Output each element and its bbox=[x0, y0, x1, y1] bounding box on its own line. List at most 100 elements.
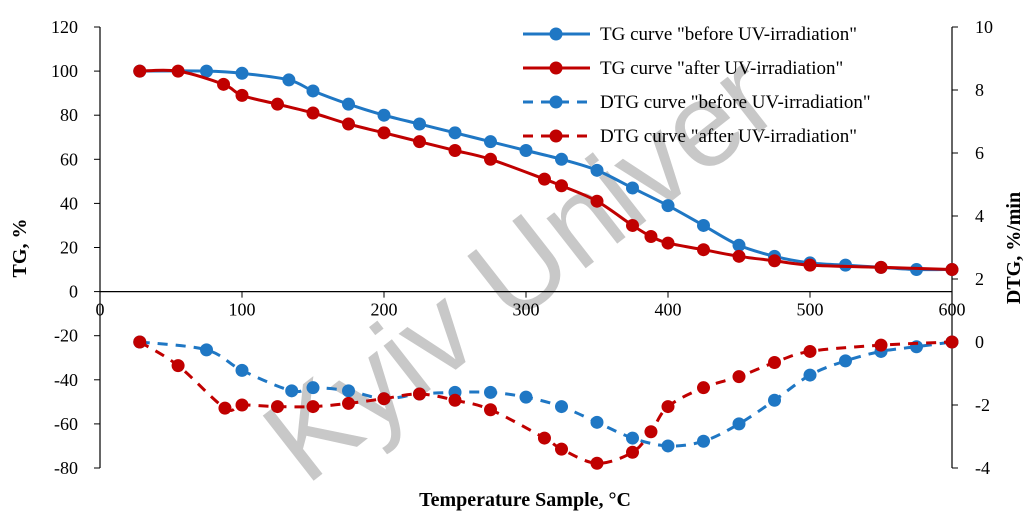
data-point-1 bbox=[555, 179, 568, 193]
data-point-3 bbox=[555, 442, 568, 456]
y-right-tick-label: 8 bbox=[975, 80, 984, 100]
data-point-3 bbox=[484, 403, 497, 417]
y-right-tick-label: 6 bbox=[975, 143, 984, 163]
data-point-1 bbox=[342, 117, 355, 131]
data-point-3 bbox=[171, 359, 185, 373]
data-point-1 bbox=[484, 152, 497, 166]
y-right-tick-label: 0 bbox=[975, 332, 984, 352]
data-point-3 bbox=[945, 335, 959, 349]
data-point-1 bbox=[306, 106, 320, 120]
data-point-0 bbox=[282, 73, 296, 87]
data-point-3 bbox=[874, 338, 888, 352]
data-point-1 bbox=[644, 229, 658, 243]
y-left-tick-label: -20 bbox=[54, 326, 78, 346]
data-point-1 bbox=[626, 218, 639, 232]
data-point-0 bbox=[732, 238, 746, 252]
data-point-1 bbox=[448, 143, 462, 157]
data-point-2 bbox=[768, 393, 781, 407]
legend-marker-3 bbox=[549, 129, 563, 143]
data-point-3 bbox=[235, 398, 249, 412]
data-point-0 bbox=[448, 126, 462, 140]
data-point-1 bbox=[377, 126, 391, 140]
data-point-3 bbox=[644, 425, 658, 439]
data-point-0 bbox=[306, 84, 320, 98]
legend: TG curve "before UV-irradiation" TG curve… bbox=[523, 24, 871, 147]
data-point-2 bbox=[306, 381, 320, 395]
data-point-3 bbox=[697, 381, 710, 395]
data-point-3 bbox=[803, 344, 817, 358]
data-point-2 bbox=[839, 354, 852, 368]
data-point-0 bbox=[200, 64, 213, 78]
data-point-0 bbox=[235, 66, 249, 80]
y-left-tick-label: 0 bbox=[69, 282, 78, 302]
x-tick-label: 100 bbox=[229, 300, 256, 320]
data-point-2 bbox=[661, 439, 675, 453]
data-point-3 bbox=[537, 431, 551, 445]
data-point-2 bbox=[285, 384, 299, 398]
data-point-1 bbox=[537, 172, 551, 186]
series-1 bbox=[133, 64, 959, 277]
data-point-0 bbox=[661, 199, 675, 213]
y-axis-left-title: TG, % bbox=[9, 219, 31, 278]
data-point-3 bbox=[768, 355, 781, 369]
data-point-3 bbox=[271, 400, 284, 414]
y-right-tick-label: 10 bbox=[975, 17, 993, 37]
series-group bbox=[133, 64, 959, 470]
data-point-1 bbox=[803, 258, 817, 272]
data-point-0 bbox=[519, 143, 533, 157]
data-point-1 bbox=[661, 236, 675, 250]
data-point-2 bbox=[519, 390, 533, 404]
legend-marker-1 bbox=[549, 61, 563, 75]
series-0 bbox=[133, 64, 959, 277]
data-point-3 bbox=[133, 335, 147, 349]
data-point-1 bbox=[732, 249, 746, 263]
data-point-2 bbox=[235, 363, 249, 377]
data-point-0 bbox=[590, 163, 604, 177]
y-axis-right-title: DTG, %/min bbox=[1003, 192, 1024, 304]
data-point-2 bbox=[697, 434, 710, 448]
data-point-2 bbox=[803, 368, 817, 382]
data-point-1 bbox=[271, 97, 284, 111]
y-left-tick-label: -60 bbox=[54, 414, 78, 434]
series-3 bbox=[133, 335, 959, 470]
x-tick-label: 400 bbox=[655, 300, 682, 320]
data-point-0 bbox=[555, 152, 568, 166]
data-point-0 bbox=[342, 97, 355, 111]
data-point-0 bbox=[377, 108, 391, 122]
data-point-1 bbox=[171, 64, 185, 78]
y-left-tick-label: 80 bbox=[60, 105, 78, 125]
data-point-3 bbox=[626, 445, 639, 459]
y-left-tick-label: 60 bbox=[60, 149, 78, 169]
legend-label-1: TG curve "after UV-irradiation" bbox=[600, 58, 843, 79]
data-point-1 bbox=[697, 243, 710, 257]
x-tick-label: 0 bbox=[96, 300, 105, 320]
y-left-tick-label: 20 bbox=[60, 238, 78, 258]
legend-marker-0 bbox=[549, 27, 563, 41]
y-left-tick-label: -40 bbox=[54, 370, 78, 390]
data-point-0 bbox=[484, 135, 497, 149]
legend-label-2: DTG curve "before UV-irradiation" bbox=[600, 92, 871, 113]
data-point-2 bbox=[555, 400, 568, 414]
data-point-3 bbox=[218, 401, 232, 415]
data-point-2 bbox=[590, 415, 604, 429]
x-tick-label: 300 bbox=[513, 300, 540, 320]
data-point-1 bbox=[235, 88, 249, 102]
series-2 bbox=[133, 335, 959, 453]
data-point-3 bbox=[448, 393, 462, 407]
y-right-tick-label: -4 bbox=[975, 458, 990, 478]
data-point-3 bbox=[732, 370, 746, 384]
data-point-2 bbox=[342, 384, 355, 398]
y-right-tick-label: -2 bbox=[975, 395, 990, 415]
data-point-3 bbox=[413, 387, 426, 401]
legend-label-3: DTG curve "after UV-irradiation" bbox=[600, 126, 857, 147]
data-point-3 bbox=[661, 400, 675, 414]
y-left-tick-label: 100 bbox=[51, 61, 78, 81]
data-point-1 bbox=[768, 254, 781, 268]
legend-label-0: TG curve "before UV-irradiation" bbox=[600, 24, 857, 45]
x-tick-label: 200 bbox=[371, 300, 398, 320]
y-right-tick-label: 2 bbox=[975, 269, 984, 289]
data-point-1 bbox=[413, 135, 426, 149]
data-point-1 bbox=[217, 77, 231, 91]
